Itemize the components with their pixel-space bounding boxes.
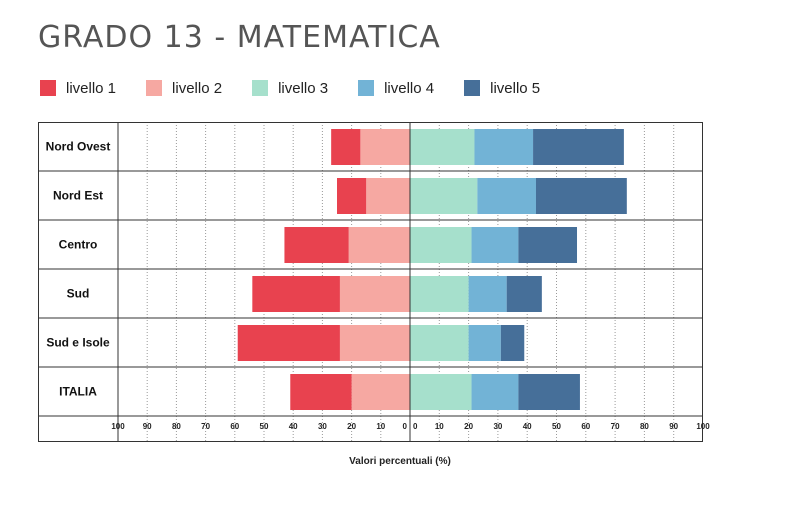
x-axis-title: Valori percentuali (%): [349, 456, 451, 467]
legend-label: livello 2: [172, 79, 223, 97]
bar-livello-1: [252, 276, 340, 312]
category-label: Centro: [59, 238, 98, 252]
legend-item-livello-3: livello 3: [252, 80, 328, 97]
tick-label: 70: [611, 422, 620, 431]
tick-label: 20: [464, 422, 473, 431]
bar-livello-2: [360, 129, 410, 165]
bar-livello-3: [410, 325, 469, 361]
tick-label: 100: [696, 422, 710, 431]
bar-livello-1: [237, 325, 340, 361]
tick-label: 90: [669, 422, 678, 431]
tick-label: 30: [493, 422, 502, 431]
category-label: Nord Est: [53, 189, 103, 203]
bar-livello-1: [290, 374, 352, 410]
tick-label: 40: [289, 422, 298, 431]
bar-livello-2: [351, 374, 410, 410]
legend-label: livello 1: [66, 79, 117, 97]
bar-livello-4: [468, 276, 507, 312]
tick-label: 60: [230, 422, 239, 431]
legend-swatch: [40, 80, 56, 96]
legend-label: livello 4: [384, 79, 435, 97]
bar-livello-4: [468, 325, 501, 361]
tick-label: 50: [260, 422, 269, 431]
bar-livello-4: [477, 178, 536, 214]
legend-item-livello-5: livello 5: [464, 80, 540, 97]
legend-item-livello-4: livello 4: [358, 80, 434, 97]
bar-livello-3: [410, 178, 478, 214]
bar-livello-2: [339, 276, 410, 312]
plot-frame: [38, 122, 703, 442]
bar-livello-5: [500, 325, 525, 361]
legend-item-livello-2: livello 2: [146, 80, 222, 97]
legend-label: livello 5: [490, 79, 541, 97]
bar-livello-4: [474, 129, 534, 165]
tick-label: 60: [581, 422, 590, 431]
category-label: Sud e Isole: [46, 336, 110, 350]
tick-label: 80: [172, 422, 181, 431]
tick-label: 70: [201, 422, 210, 431]
bar-livello-2: [339, 325, 410, 361]
tick-label: 0: [403, 422, 408, 431]
bar-livello-1: [331, 129, 361, 165]
bar-livello-1: [337, 178, 367, 214]
legend-swatch: [358, 80, 375, 96]
tick-label: 40: [523, 422, 532, 431]
tick-label: 30: [318, 422, 327, 431]
bar-livello-3: [410, 374, 472, 410]
bar-livello-3: [410, 227, 472, 263]
legend-label: livello 3: [278, 79, 329, 97]
bar-livello-3: [410, 276, 469, 312]
bar-livello-4: [471, 374, 519, 410]
legend-swatch: [464, 80, 481, 96]
tick-label: 100: [111, 422, 125, 431]
category-label: ITALIA: [59, 385, 97, 399]
bar-livello-5: [518, 374, 580, 410]
bar-livello-2: [366, 178, 410, 214]
bar-livello-3: [410, 129, 475, 165]
legend-swatch: [252, 80, 269, 96]
tick-label: 80: [640, 422, 649, 431]
tick-label: 90: [143, 422, 152, 431]
bar-livello-5: [533, 129, 624, 165]
legend: livello 1 livello 2 livello 3 livello 4 …: [40, 78, 540, 98]
category-label: Sud: [67, 287, 90, 301]
tick-label: 50: [552, 422, 561, 431]
bar-livello-4: [471, 227, 519, 263]
chart-title: GRADO 13 - MATEMATICA: [38, 20, 441, 55]
legend-item-livello-1: livello 1: [40, 80, 116, 97]
tick-label: 0: [413, 422, 418, 431]
bar-livello-5: [518, 227, 578, 263]
bar-livello-5: [506, 276, 542, 312]
tick-label: 10: [435, 422, 444, 431]
bar-livello-5: [535, 178, 627, 214]
bar-livello-2: [348, 227, 410, 263]
category-label: Nord Ovest: [46, 140, 111, 154]
tick-label: 10: [376, 422, 385, 431]
tick-label: 20: [347, 422, 356, 431]
bar-livello-1: [284, 227, 349, 263]
legend-swatch: [146, 80, 163, 96]
